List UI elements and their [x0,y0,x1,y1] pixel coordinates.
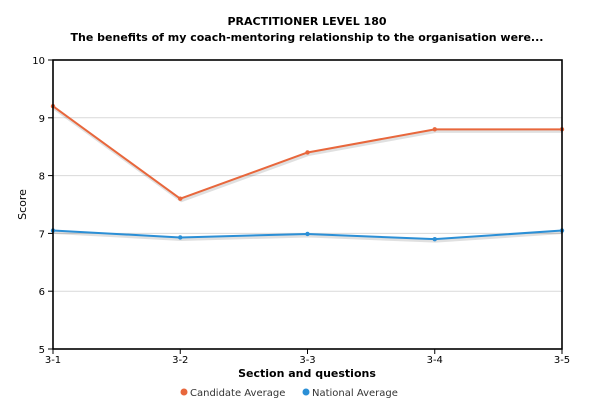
legend-item-candidate-average[interactable]: Candidate Average [180,388,286,399]
y-tick-label: 8 [39,172,45,183]
grid-layer [53,117,562,292]
x-axis-title: Section and questions [238,367,376,380]
legend-marker [302,388,310,396]
x-tick-label: 3-1 [45,355,61,366]
data-point[interactable] [305,231,310,237]
data-point[interactable] [178,196,183,201]
y-tick-label: 5 [39,345,45,356]
y-axis-ticks: 5 6 7 8 9 10 [32,56,53,356]
data-point[interactable] [432,236,437,242]
x-tick-label: 3-4 [427,355,443,366]
y-tick-label: 9 [39,114,45,125]
data-point[interactable] [178,235,183,240]
x-tick-label: 3-5 [554,355,570,366]
data-point[interactable] [305,150,310,155]
plot-area-frame [52,59,563,350]
series-line-shadow [53,107,563,203]
series-layer [50,104,565,243]
chart-title: PRACTITIONER LEVEL 180 [227,15,386,28]
x-tick-label: 3-3 [299,355,315,366]
legend-marker [180,388,188,396]
x-tick-label: 3-2 [172,355,188,366]
x-axis-ticks: 3-1 3-2 3-3 3-4 3-5 [45,349,570,366]
series-line-shadow [53,231,564,243]
y-axis-title: Score [16,189,29,220]
legend-label: National Average [312,388,398,399]
data-point[interactable] [432,127,437,132]
y-tick-label: 7 [39,229,45,240]
legend-item-national-average[interactable]: National Average [302,388,398,399]
y-tick-label: 10 [32,56,45,67]
chart-subtitle: The benefits of my coach-mentoring relat… [71,31,544,44]
legend: Candidate Average National Average [180,388,398,399]
y-tick-label: 6 [39,287,45,298]
legend-label: Candidate Average [190,388,285,399]
